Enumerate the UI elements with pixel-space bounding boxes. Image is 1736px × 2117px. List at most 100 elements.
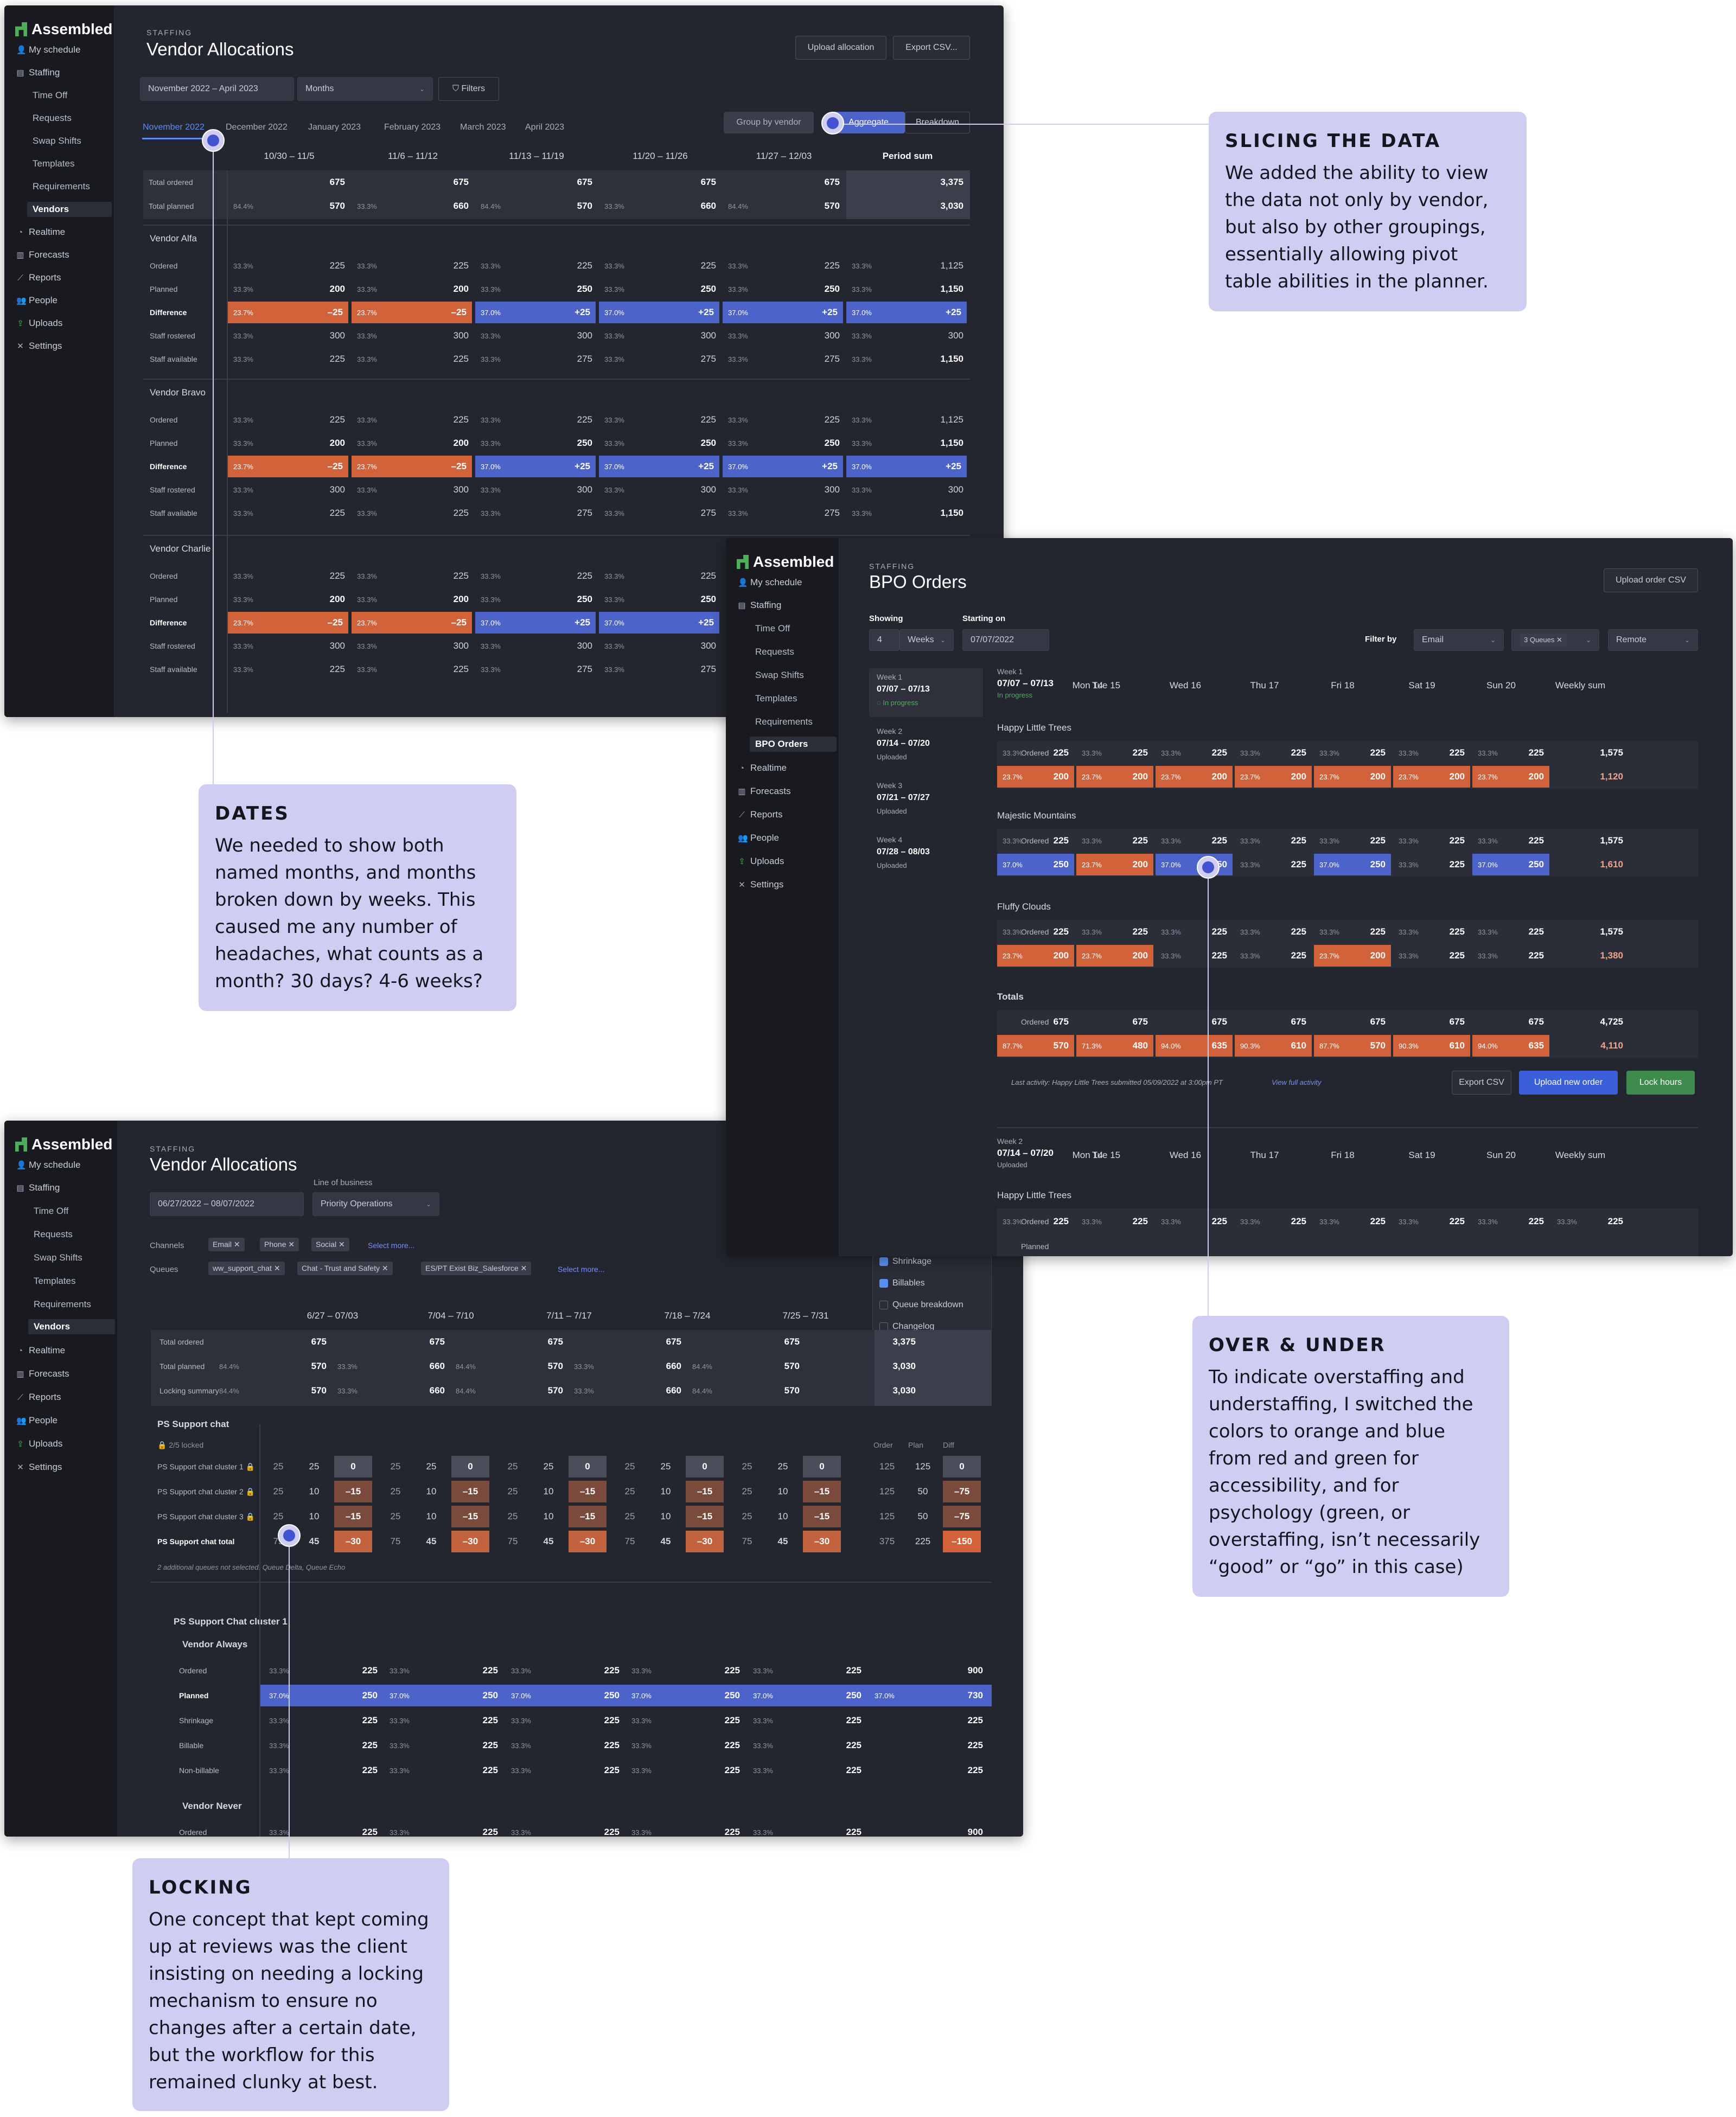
- checkbox-icon[interactable]: [879, 1257, 888, 1266]
- weeks-count-input[interactable]: 4: [869, 629, 899, 651]
- week-list-item[interactable]: Week 4 07/28 – 08/03 Uploaded: [869, 831, 983, 880]
- sidebar-item-my-schedule[interactable]: 👤 My schedule: [16, 44, 80, 55]
- sidebar-item-reports[interactable]: ⟋ Reports: [16, 1392, 61, 1403]
- grid-cell: 75: [507, 1536, 518, 1546]
- menu-option[interactable]: Queue breakdown: [879, 1300, 963, 1310]
- week-list-item[interactable]: Week 1 07/07 – 07/13 ◌ In progress: [869, 668, 983, 717]
- sidebar-item-requirements[interactable]: Requirements: [755, 717, 813, 727]
- sidebar-item-settings[interactable]: ✕ Settings: [16, 341, 62, 351]
- sidebar-item-vendors[interactable]: Vendors: [27, 202, 112, 217]
- table-cell: 33.3% 225: [352, 658, 474, 680]
- sidebar-item-swap-shifts[interactable]: Swap Shifts: [34, 1252, 82, 1263]
- select-more-link[interactable]: Select more...: [558, 1265, 605, 1274]
- sidebar-item-templates[interactable]: Templates: [33, 158, 75, 169]
- queues-chip[interactable]: 3 Queues ✕: [1520, 634, 1567, 647]
- sidebar-item-settings[interactable]: ✕ Settings: [738, 879, 783, 890]
- week-list-item[interactable]: Week 2 07/14 – 07/20 Uploaded: [869, 722, 983, 771]
- sidebar-item-forecasts[interactable]: ▥ Forecasts: [16, 1368, 69, 1379]
- export-csv-button[interactable]: Export CSV: [1452, 1071, 1511, 1095]
- email-filter-select[interactable]: Email ⌄: [1414, 629, 1504, 651]
- menu-option[interactable]: Shrinkage: [879, 1257, 931, 1267]
- sidebar-item-bpo-orders[interactable]: BPO Orders: [750, 737, 837, 752]
- sidebar-item-requests[interactable]: Requests: [34, 1229, 73, 1239]
- export-csv-button[interactable]: Export CSV...: [893, 36, 970, 60]
- upload-new-order-button[interactable]: Upload new order: [1519, 1071, 1618, 1095]
- select-more-link[interactable]: Select more...: [368, 1241, 415, 1250]
- sidebar-item-uploads[interactable]: ⇪ Uploads: [16, 1438, 62, 1449]
- upload-order-csv-button[interactable]: Upload order CSV: [1604, 568, 1698, 592]
- month-tab[interactable]: March 2023: [460, 123, 506, 132]
- sidebar-item-time-off[interactable]: Time Off: [33, 90, 68, 100]
- table-cell: 33.3% 200: [228, 278, 350, 300]
- sidebar-item-staffing[interactable]: ▤ Staffing: [738, 600, 781, 611]
- sidebar-item-requests[interactable]: Requests: [755, 647, 794, 657]
- queue-chip[interactable]: ES/PT Exist Biz_Salesforce ✕: [421, 1262, 532, 1275]
- month-tab[interactable]: April 2023: [525, 123, 565, 132]
- sidebar-item-forecasts[interactable]: ▥ Forecasts: [738, 786, 790, 797]
- sidebar-item-requirements[interactable]: Requirements: [33, 181, 90, 191]
- sidebar-item-my-schedule[interactable]: 👤 My schedule: [738, 577, 802, 588]
- cell-percent: 33.3%: [728, 355, 748, 363]
- sidebar-item-staffing[interactable]: ▤ Staffing: [16, 1182, 60, 1193]
- queue-chip[interactable]: ww_support_chat ✕: [208, 1262, 285, 1275]
- menu-option[interactable]: Billables: [879, 1278, 925, 1288]
- sidebar-item-settings[interactable]: ✕ Settings: [16, 1462, 62, 1473]
- sidebar-item-uploads[interactable]: ⇪ Uploads: [16, 318, 62, 329]
- month-tab[interactable]: February 2023: [384, 123, 441, 132]
- filters-button[interactable]: ⛉ Filters: [438, 77, 499, 101]
- channel-chip[interactable]: Email ✕: [208, 1238, 245, 1251]
- unit-select[interactable]: Months ⌄: [297, 77, 433, 101]
- remote-filter-select[interactable]: Remote ⌄: [1608, 629, 1698, 651]
- channel-chip[interactable]: Phone ✕: [260, 1238, 299, 1251]
- sidebar-item-reports[interactable]: ⟋ Reports: [16, 272, 61, 283]
- sidebar-item-swap-shifts[interactable]: Swap Shifts: [33, 136, 81, 146]
- sidebar-item-templates[interactable]: Templates: [34, 1276, 76, 1286]
- cell-percent: 33.3%: [233, 285, 253, 293]
- queues-filter-select[interactable]: 3 Queues ✕ ⌄: [1511, 629, 1599, 651]
- date-range-picker[interactable]: November 2022 – April 2023: [140, 77, 294, 101]
- lock-hours-button[interactable]: Lock hours: [1626, 1071, 1695, 1095]
- sidebar-item-uploads[interactable]: ⇪ Uploads: [738, 856, 784, 867]
- sidebar-item-reports[interactable]: ⟋ Reports: [738, 809, 782, 820]
- checkbox-icon[interactable]: [879, 1301, 888, 1309]
- month-tab[interactable]: January 2023: [308, 123, 361, 132]
- sidebar-item-realtime[interactable]: ◔ Realtime: [738, 763, 787, 773]
- date-range-picker[interactable]: 06/27/2022 – 08/07/2022: [150, 1192, 304, 1216]
- sidebar-item-staffing[interactable]: ▤ Staffing: [16, 67, 60, 78]
- line-of-business-select[interactable]: Priority Operations ⌄: [312, 1192, 439, 1216]
- sidebar-item-requests[interactable]: Requests: [33, 113, 72, 123]
- sidebar-item-vendors[interactable]: Vendors: [28, 1319, 115, 1334]
- sidebar-item-people[interactable]: 👥 People: [738, 833, 779, 843]
- weeks-unit-select[interactable]: Weeks ⌄: [899, 629, 954, 651]
- sidebar-item-time-off[interactable]: Time Off: [34, 1206, 69, 1216]
- sidebar-item-swap-shifts[interactable]: Swap Shifts: [755, 670, 804, 680]
- upload-allocation-button[interactable]: Upload allocation: [795, 36, 886, 60]
- cell-percent: 33.3%: [511, 1828, 531, 1837]
- queue-chip[interactable]: Chat - Trust and Safety ✕: [297, 1262, 393, 1275]
- checkbox-icon[interactable]: [879, 1279, 888, 1288]
- start-date-input[interactable]: 07/07/2022: [962, 629, 1049, 651]
- cell-value: 225: [967, 1740, 983, 1750]
- cell-value: 250: [577, 438, 592, 448]
- table-cell: 900: [869, 1660, 988, 1681]
- channel-chip[interactable]: Social ✕: [311, 1238, 349, 1251]
- row-label: Planned: [1021, 1242, 1049, 1251]
- sidebar-item-realtime[interactable]: ◔ Realtime: [16, 1345, 65, 1356]
- chevron-down-icon: ⌄: [1684, 636, 1690, 644]
- week-list-item[interactable]: Week 3 07/21 – 07/27 Uploaded: [869, 777, 983, 826]
- month-tab[interactable]: December 2022: [226, 123, 288, 132]
- month-tab[interactable]: November 2022: [143, 123, 205, 132]
- vendor-title: Vendor Alfa: [150, 233, 197, 244]
- breakdown-toggle[interactable]: Breakdown: [905, 112, 970, 133]
- sidebar-item-my-schedule[interactable]: 👤 My schedule: [16, 1160, 80, 1171]
- sidebar-item-time-off[interactable]: Time Off: [755, 623, 790, 634]
- group-by-vendor-toggle[interactable]: Group by vendor: [724, 112, 814, 133]
- cell-value: +25: [822, 461, 838, 471]
- view-full-activity-link[interactable]: View full activity: [1272, 1078, 1322, 1086]
- sidebar-item-people[interactable]: 👥 People: [16, 1415, 58, 1426]
- sidebar-item-forecasts[interactable]: ▥ Forecasts: [16, 250, 69, 260]
- sidebar-item-people[interactable]: 👥 People: [16, 295, 58, 306]
- sidebar-item-realtime[interactable]: ◔ Realtime: [16, 227, 65, 238]
- sidebar-item-templates[interactable]: Templates: [755, 693, 797, 703]
- sidebar-item-requirements[interactable]: Requirements: [34, 1299, 91, 1309]
